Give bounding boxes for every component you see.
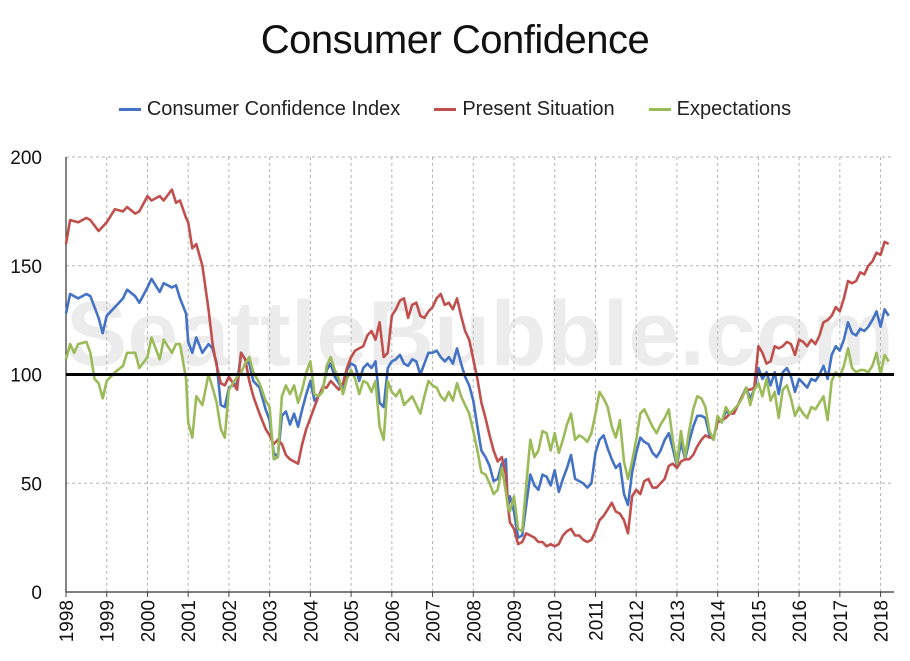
y-tick-label: 0 xyxy=(31,583,42,604)
x-tick-label: 2012 xyxy=(627,600,648,642)
x-tick-label: 2000 xyxy=(138,600,159,642)
y-tick-label: 150 xyxy=(10,257,42,278)
x-tick-label: 2007 xyxy=(424,600,445,642)
x-tick-label: 2002 xyxy=(220,600,241,642)
x-tick-label: 2003 xyxy=(261,600,282,642)
x-tick-label: 2014 xyxy=(709,600,730,643)
x-tick-label: 2009 xyxy=(505,600,526,642)
chart-svg: SeattleBubble.com 0 50 100 150 200 1998 1999 200… xyxy=(0,0,910,661)
x-tick-label: 2008 xyxy=(464,600,485,642)
x-tick-label: 1998 xyxy=(57,600,78,642)
x-tick-label: 2017 xyxy=(831,600,852,642)
x-tick-label: 2016 xyxy=(790,600,811,642)
x-tick-label: 2015 xyxy=(749,600,770,642)
x-tick-label: 2005 xyxy=(342,600,363,642)
y-tick-label: 200 xyxy=(10,148,42,169)
x-tick-label: 2004 xyxy=(301,600,322,643)
x-tick-label: 2018 xyxy=(872,600,893,642)
x-tick-label: 2001 xyxy=(179,600,200,642)
x-tick-label: 2013 xyxy=(668,600,689,642)
x-tick-label: 2006 xyxy=(383,600,404,642)
y-tick-label: 100 xyxy=(10,366,42,387)
x-tick-label: 2011 xyxy=(586,600,607,641)
x-tick-label: 2010 xyxy=(546,600,567,642)
x-tick-label: 1999 xyxy=(98,600,119,642)
y-tick-label: 50 xyxy=(21,474,42,495)
watermark-text: SeattleBubble.com xyxy=(66,283,894,385)
